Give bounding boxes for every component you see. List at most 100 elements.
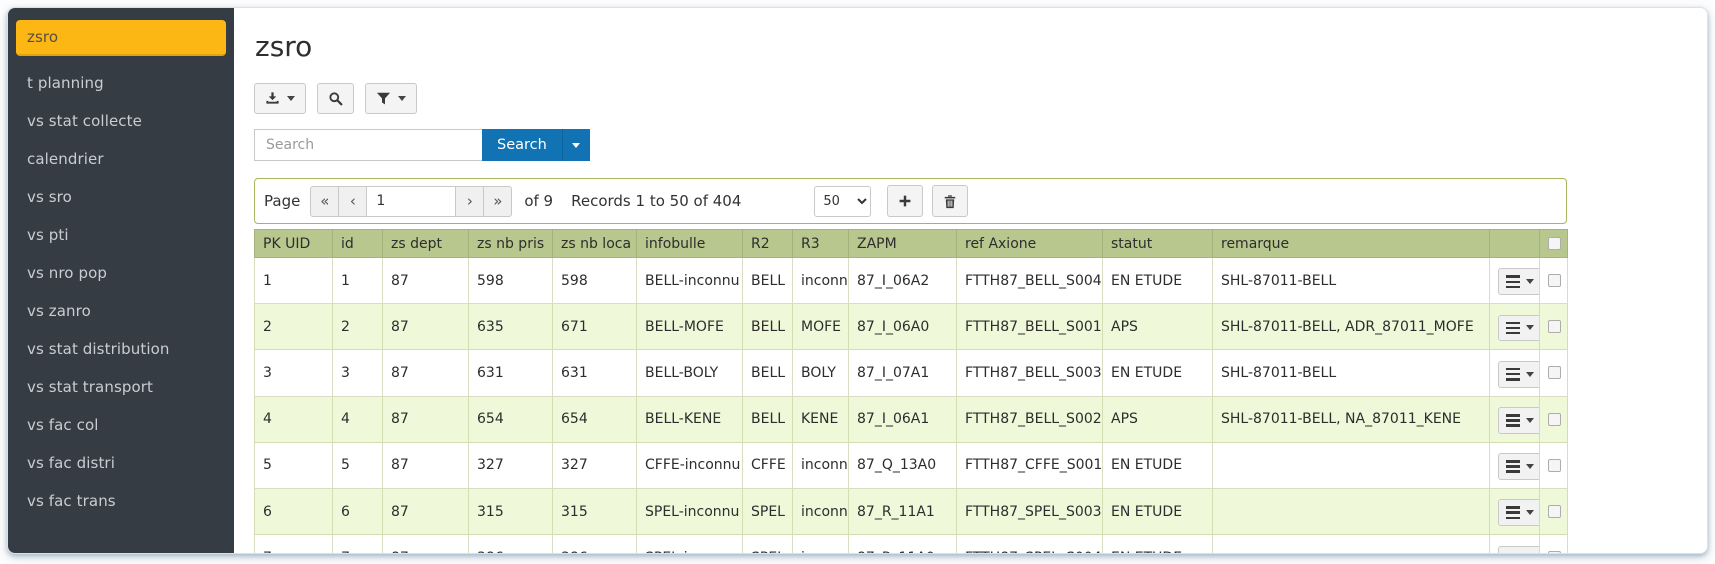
prev-page-button[interactable]: ‹: [338, 185, 368, 217]
table-cell: SHL-87011-BELL: [1212, 349, 1490, 397]
table-cell: inconnu: [792, 534, 849, 553]
sidebar-item-zsro[interactable]: zsro: [16, 20, 226, 56]
table-cell: 87: [382, 256, 469, 305]
row-checkbox[interactable]: [1548, 274, 1561, 288]
column-header[interactable]: statut: [1102, 229, 1213, 258]
table-cell: BELL: [742, 256, 793, 305]
toolbar: [254, 83, 1707, 114]
pager-button-group: « ‹ › »: [310, 185, 513, 217]
page-number-input[interactable]: [366, 185, 457, 217]
table-cell: [1212, 534, 1490, 553]
search-toggle-button[interactable]: [317, 83, 354, 114]
table-cell: 87_R_11A1: [848, 487, 957, 536]
delete-records-button[interactable]: [932, 185, 969, 217]
table-cell: 386: [468, 534, 553, 553]
table-cell: 5: [254, 441, 333, 489]
column-header[interactable]: ref Axione: [956, 229, 1103, 258]
table-cell: EN ETUDE: [1102, 441, 1213, 489]
table-cell: EN ETUDE: [1102, 256, 1213, 305]
app-window: zsro t planning vs stat collecte calendrier…: [7, 7, 1708, 554]
row-actions-cell: [1489, 349, 1540, 397]
column-header[interactable]: zs nb loca: [552, 229, 637, 258]
page-size-select[interactable]: 50: [814, 185, 872, 217]
table-cell: 654: [552, 395, 637, 443]
table-cell: 1: [254, 256, 333, 305]
column-header[interactable]: ZAPM: [848, 229, 957, 258]
table-cell: SPEL: [742, 487, 793, 536]
sidebar-item-t-planning[interactable]: t planning: [27, 74, 104, 92]
search-input[interactable]: [254, 129, 482, 161]
next-page-button[interactable]: ›: [455, 185, 485, 217]
table-cell: EN ETUDE: [1102, 487, 1213, 536]
page-title: zsro: [255, 30, 313, 63]
table-cell: BELL-BOLY: [636, 349, 743, 397]
plus-icon: [899, 195, 911, 207]
table-cell: SHL-87011-BELL: [1212, 256, 1490, 305]
main-content: zsro: [234, 8, 1707, 553]
column-header[interactable]: remarque: [1212, 229, 1490, 258]
column-header[interactable]: PK UID: [254, 229, 333, 258]
row-menu-button[interactable]: [1498, 314, 1539, 342]
row-checkbox[interactable]: [1548, 412, 1561, 426]
row-menu-button[interactable]: [1498, 406, 1539, 434]
menu-icon: [1506, 321, 1520, 335]
sidebar: zsro t planning vs stat collecte calendrier…: [8, 8, 234, 553]
column-header[interactable]: id: [332, 229, 383, 258]
table-cell: 87: [382, 349, 469, 397]
records-summary-text: Records 1 to 50 of 404: [571, 192, 742, 210]
row-menu-button[interactable]: [1498, 360, 1539, 388]
row-menu-button[interactable]: [1498, 545, 1539, 553]
menu-icon: [1506, 367, 1520, 381]
table-cell: 315: [552, 487, 637, 536]
row-actions-cell: [1489, 441, 1540, 489]
search-bar: Search: [254, 129, 1707, 161]
sidebar-item-vs-zanro[interactable]: vs zanro: [27, 302, 91, 320]
filter-button[interactable]: [365, 83, 417, 114]
row-checkbox[interactable]: [1548, 366, 1561, 380]
table-cell: BELL-KENE: [636, 395, 743, 443]
column-header[interactable]: R2: [742, 229, 793, 258]
row-actions-cell: [1489, 534, 1540, 553]
row-select-cell: [1539, 395, 1568, 443]
column-header[interactable]: infobulle: [636, 229, 743, 258]
column-header[interactable]: R3: [792, 229, 849, 258]
table-cell: BELL: [742, 395, 793, 443]
row-checkbox[interactable]: [1548, 458, 1561, 472]
table-cell: BELL: [742, 303, 793, 351]
search-options-button[interactable]: [561, 129, 590, 161]
select-all-checkbox[interactable]: [1548, 237, 1561, 250]
table-cell: BELL-MOFE: [636, 303, 743, 351]
row-menu-button[interactable]: [1498, 499, 1539, 527]
first-page-button[interactable]: «: [310, 185, 340, 217]
table-header-row: PK UID id zs dept zs nb pris zs nb loca infob…: [254, 229, 1568, 258]
column-header[interactable]: zs nb pris: [468, 229, 553, 258]
row-checkbox[interactable]: [1548, 505, 1561, 519]
table-cell: 654: [468, 395, 553, 443]
row-menu-button[interactable]: [1498, 453, 1539, 480]
last-page-button[interactable]: »: [483, 185, 513, 217]
search-submit-button[interactable]: Search: [482, 129, 562, 161]
download-button[interactable]: [254, 83, 306, 114]
add-record-button[interactable]: [887, 185, 924, 217]
sidebar-item-vs-stat-collecte[interactable]: vs stat collecte: [27, 112, 142, 130]
row-menu-button[interactable]: [1498, 268, 1539, 296]
sidebar-item-calendrier[interactable]: calendrier: [27, 150, 104, 168]
sidebar-item-vs-fac-distri[interactable]: vs fac distri: [27, 454, 115, 472]
row-select-cell: [1539, 256, 1568, 305]
column-header[interactable]: zs dept: [382, 229, 469, 258]
table-cell: [1212, 487, 1490, 536]
sidebar-item-vs-sro[interactable]: vs sro: [27, 188, 72, 206]
trash-icon: [945, 194, 956, 208]
sidebar-item-vs-fac-col[interactable]: vs fac col: [27, 416, 99, 434]
sidebar-item-vs-stat-transport[interactable]: vs stat transport: [27, 378, 154, 396]
row-select-cell: [1539, 441, 1568, 489]
sidebar-item-vs-stat-distribution[interactable]: vs stat distribution: [27, 340, 170, 358]
sidebar-item-vs-fac-trans[interactable]: vs fac trans: [27, 492, 116, 510]
sidebar-item-vs-nro-pop[interactable]: vs nro pop: [27, 264, 107, 282]
row-checkbox[interactable]: [1548, 320, 1561, 334]
table-cell: FTTH87_BELL_S001: [956, 303, 1103, 351]
row-checkbox[interactable]: [1548, 551, 1561, 553]
sidebar-item-vs-pti[interactable]: vs pti: [27, 226, 69, 244]
table-cell: 6: [332, 487, 383, 536]
chevron-down-icon: [287, 96, 295, 101]
